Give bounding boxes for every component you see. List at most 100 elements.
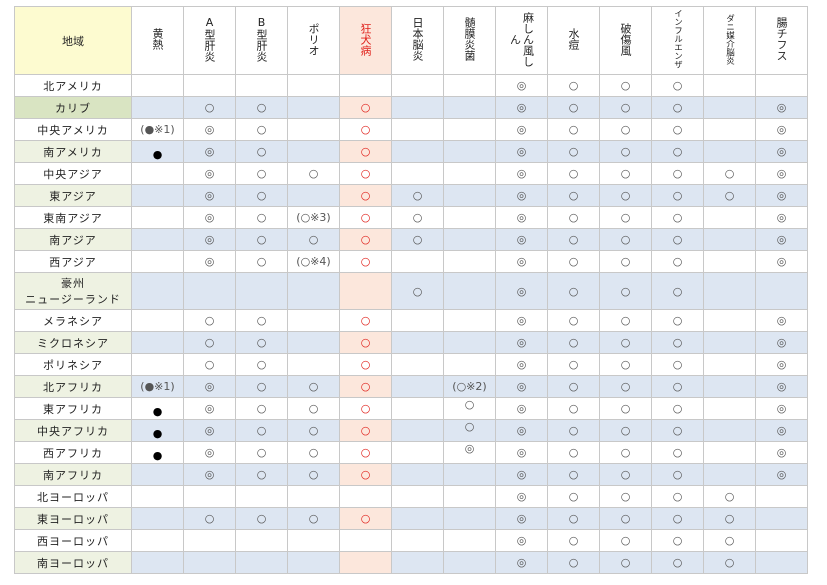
cell-mark: ○ — [568, 512, 579, 525]
cell-mark: ◎ — [776, 101, 787, 114]
cell-typhoid: ◎ — [755, 419, 808, 442]
cell-mr: ◎ — [495, 419, 548, 442]
cell-hepa: ○ — [183, 96, 236, 119]
region-label: 豪州 — [61, 277, 85, 290]
cell-mark: ◎ — [776, 145, 787, 158]
cell-je — [391, 419, 444, 442]
cell-tbe — [703, 353, 756, 376]
region-label: 西アフリカ — [43, 446, 103, 460]
cell-mr: ◎ — [495, 250, 548, 273]
cell-mark: ◎ — [516, 145, 527, 158]
cell-typhoid — [755, 507, 808, 530]
region-label: 南ヨーロッパ — [37, 556, 109, 570]
cell-tetanus: ○ — [599, 74, 652, 97]
cell-mark: ○ — [724, 189, 735, 202]
cell-tbe — [703, 397, 756, 420]
cell-tetanus: ○ — [599, 441, 652, 464]
cell-mark: ○ — [412, 189, 423, 202]
cell-mr: ◎ — [495, 309, 548, 332]
cell-mr: ◎ — [495, 96, 548, 119]
cell-mark: ◎ — [516, 380, 527, 393]
column-header-tbe: ダニ媒介脳炎 — [703, 6, 756, 75]
cell-mark: ○ — [672, 255, 683, 268]
region-label: 西ヨーロッパ — [37, 534, 109, 548]
cell-rabies: ○ — [339, 375, 392, 398]
cell-flu: ○ — [651, 250, 704, 273]
cell-mark: ◎ — [516, 490, 527, 503]
cell-mr: ◎ — [495, 375, 548, 398]
cell-mark: ○ — [360, 468, 371, 481]
region-label: 南アメリカ — [43, 145, 103, 159]
cell-mr: ◎ — [495, 162, 548, 185]
cell-yf — [131, 331, 184, 354]
table-row: ミクロネシア ○ ○ ○ ◎ ○ ○ ○ ◎ — [14, 331, 808, 354]
cell-rabies: ○ — [339, 162, 392, 185]
cell-mark: ◎ — [204, 255, 215, 268]
cell-mark: ○ — [724, 167, 735, 180]
column-header-yf: 黄熱 — [131, 6, 184, 75]
cell-hepb: ○ — [235, 250, 288, 273]
cell-mark: ◎ — [776, 167, 787, 180]
cell-mening — [443, 529, 496, 552]
cell-rabies: ○ — [339, 184, 392, 207]
cell-mr: ◎ — [495, 441, 548, 464]
cell-mark: ○ — [308, 424, 319, 437]
cell-tetanus: ○ — [599, 463, 652, 486]
cell-mark: ○ — [256, 358, 267, 371]
cell-mark: ○ — [620, 101, 631, 114]
cell-mark: ◎ — [776, 233, 787, 246]
cell-polio: ○ — [287, 228, 340, 251]
cell-mark: ○ — [724, 490, 735, 503]
cell-mark: ○ — [256, 336, 267, 349]
table-row: メラネシア ○ ○ ○ ◎ ○ ○ ○ ◎ — [14, 309, 808, 332]
cell-tbe — [703, 419, 756, 442]
cell-flu: ○ — [651, 74, 704, 97]
cell-mark: ○ — [360, 424, 371, 437]
cell-mark: ○ — [724, 512, 735, 525]
cell-tetanus: ○ — [599, 507, 652, 530]
cell-yf: (●※1) — [131, 118, 184, 141]
cell-je — [391, 529, 444, 552]
cell-mark: ○ — [672, 314, 683, 327]
cell-mark: ◎ — [776, 123, 787, 136]
cell-flu: ○ — [651, 140, 704, 163]
cell-mr: ◎ — [495, 353, 548, 376]
cell-polio: ○ — [287, 162, 340, 185]
cell-hepa — [183, 485, 236, 508]
cell-je — [391, 463, 444, 486]
cell-mening — [443, 96, 496, 119]
cell-mark: ○ — [256, 424, 267, 437]
cell-mark: ○ — [360, 123, 371, 136]
cell-hepb: ○ — [235, 331, 288, 354]
cell-mr: ◎ — [495, 118, 548, 141]
cell-rabies: ○ — [339, 309, 392, 332]
region-cell: 北ヨーロッパ — [14, 485, 132, 508]
cell-mark: ○ — [308, 167, 319, 180]
cell-mr: ◎ — [495, 140, 548, 163]
cell-typhoid: ◎ — [755, 140, 808, 163]
cell-mark: ○ — [620, 233, 631, 246]
cell-hepb: ○ — [235, 397, 288, 420]
cell-varicella: ○ — [547, 463, 600, 486]
cell-mark: (●※1) — [140, 380, 175, 393]
cell-mark: ○ — [568, 424, 579, 437]
cell-mark: ◎ — [204, 233, 215, 246]
cell-rabies: ○ — [339, 228, 392, 251]
cell-flu: ○ — [651, 184, 704, 207]
cell-hepb — [235, 529, 288, 552]
cell-flu: ○ — [651, 272, 704, 310]
table-row: 西ヨーロッパ ◎ ○ ○ ○ ○ — [14, 529, 808, 552]
cell-hepb: ○ — [235, 463, 288, 486]
cell-flu: ○ — [651, 529, 704, 552]
cell-varicella: ○ — [547, 184, 600, 207]
column-header-flu: インフルエンザ — [651, 6, 704, 75]
cell-mr: ◎ — [495, 529, 548, 552]
table-row: 東南アジア ◎ ○ (○※3) ○ ○ ◎ ○ ○ ○ ◎ — [14, 206, 808, 229]
region-cell: 中央アフリカ — [14, 419, 132, 442]
cell-mark: ○ — [672, 358, 683, 371]
cell-rabies: ○ — [339, 397, 392, 420]
cell-hepb: ○ — [235, 375, 288, 398]
cell-mark: ○ — [672, 284, 683, 298]
cell-mark: ◎ — [776, 255, 787, 268]
region-label: 中央アメリカ — [37, 123, 109, 137]
